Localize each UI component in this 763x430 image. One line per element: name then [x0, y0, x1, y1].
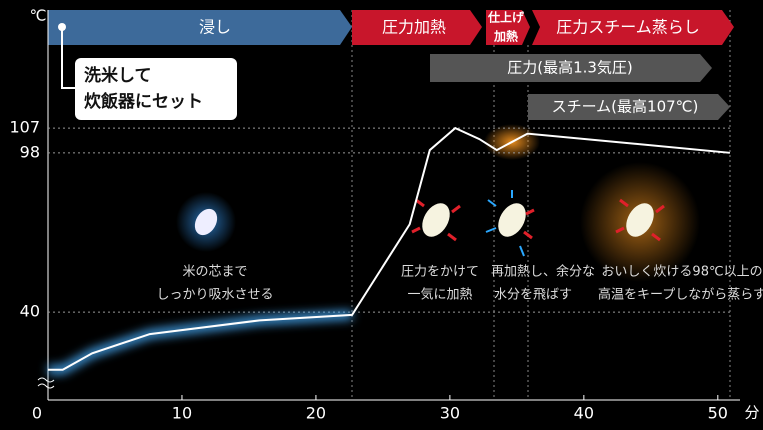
- phase-banner: [486, 10, 530, 45]
- phase-banner: [532, 10, 734, 45]
- temperature-line: [48, 126, 730, 371]
- rice-icon: [422, 203, 450, 237]
- annotation: 圧力をかけて: [401, 265, 479, 280]
- annotation: 高温をキープしながら蒸らす: [598, 287, 763, 303]
- note-connector: [61, 27, 75, 89]
- phase-label: 仕上げ: [487, 10, 525, 25]
- x-tick-label: 30: [440, 404, 460, 423]
- note-text: 洗米して: [84, 65, 152, 86]
- note-text: 炊飯器にセット: [84, 91, 203, 112]
- phase-label: 圧力スチーム蒸らし: [556, 18, 700, 37]
- steam-bar: [528, 94, 730, 120]
- phase-banner: [48, 10, 352, 45]
- annotation: 一気に加熱: [407, 287, 472, 303]
- annotation: 再加熱し、余分な: [491, 264, 595, 280]
- annotation: 米の芯まで: [182, 265, 247, 280]
- phase-label: 加熱: [493, 29, 518, 44]
- x-unit: 分: [744, 404, 759, 422]
- x-tick-label: 20: [306, 404, 326, 423]
- annotation: 水分を飛ばす: [494, 288, 572, 303]
- axis-break: [37, 377, 55, 389]
- annotation: しっかり吸水させる: [156, 288, 273, 303]
- annotation: おいしく炊ける98℃以上の: [601, 265, 762, 280]
- y-tick-label: 40: [20, 302, 40, 321]
- steam-arrows: [485, 190, 525, 257]
- pressure-arrows: [411, 198, 665, 242]
- phase-banner: [352, 10, 482, 45]
- y-tick-label: 98: [20, 142, 40, 161]
- x-tick-label: 40: [574, 404, 594, 423]
- bar-label: スチーム(最高107℃): [552, 98, 699, 116]
- bar-label: 圧力(最高1.3気圧): [507, 59, 633, 77]
- phase-label: 浸し: [199, 18, 231, 37]
- y-unit: ℃: [30, 7, 47, 25]
- x-tick-label: 50: [708, 404, 728, 423]
- x-tick-label: 0: [32, 404, 42, 423]
- phase-label: 圧力加熱: [382, 18, 446, 37]
- phase-separators: [351, 10, 731, 400]
- pressure-bar: [430, 54, 712, 82]
- x-tick-label: 10: [172, 404, 192, 423]
- y-tick-label: 107: [9, 118, 40, 137]
- rice-icon: [194, 208, 218, 236]
- note-box: [75, 58, 237, 120]
- rice-icon: [626, 203, 654, 237]
- rice-icon: [498, 203, 526, 237]
- water-glow-line: [48, 310, 353, 374]
